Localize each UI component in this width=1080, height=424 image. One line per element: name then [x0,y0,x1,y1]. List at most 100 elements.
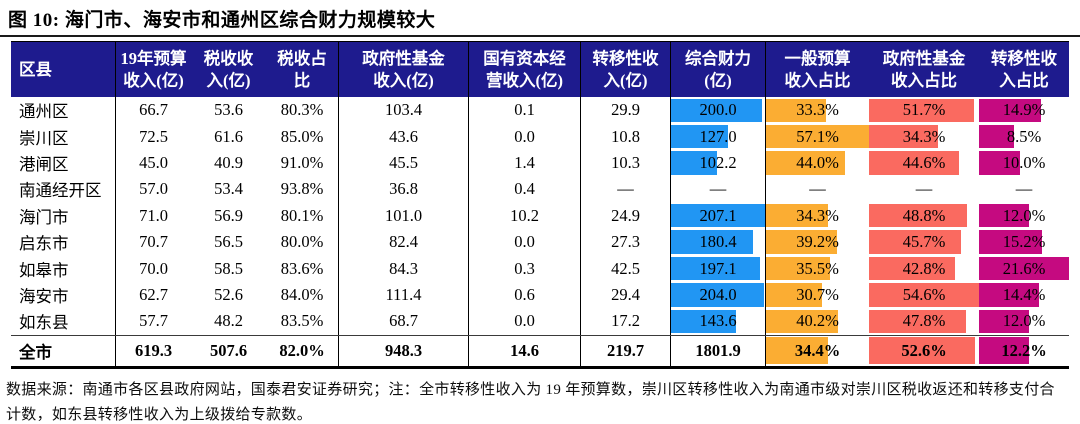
cell-text: 0.3 [514,258,535,278]
cell-text: 24.9 [611,205,640,225]
table-cell: 0.0 [469,123,581,150]
table-cell: 通州区 [11,97,116,124]
table-cell: 8.5% [979,123,1069,149]
cell-text: 57.0 [139,179,168,199]
cell-text: 48.2 [214,311,243,331]
table-cell: 53.6 [191,97,266,123]
table-cell: 0.1 [469,97,581,124]
data-bar [766,98,826,122]
table-cell: 58.5 [191,255,266,281]
table-cell: 21.6% [979,255,1069,281]
cell-text: 219.7 [606,340,645,360]
cell-text: — [709,179,727,199]
table-cell: 619.3 [116,336,191,366]
data-bar [979,151,1021,175]
cell-text: 80.0% [280,232,324,252]
cell-text: 启东市 [19,234,69,254]
table-cell: 197.1 [671,255,766,282]
cell-text: 19年预算 收入(亿) [120,48,187,90]
cell-text: 45.5 [389,152,418,172]
data-bar [671,98,763,122]
cell-text: 61.6 [214,126,243,146]
cell-text: 如东县 [19,313,69,333]
table-cell: 海安市 [11,281,116,309]
table-cell: 12.0% [979,308,1069,334]
cell-text: 53.4 [214,179,243,199]
cell-text: 21.6% [1002,258,1046,278]
table-cell: 57.0 [116,176,191,202]
cell-text: 10.2 [510,205,539,225]
cell-text: 44.6% [902,152,946,172]
table-cell: 83.6% [266,255,339,282]
table-cell: 68.7 [339,308,469,335]
cell-text: — [809,179,826,199]
table-cell: 区县 [11,42,116,97]
table-cell: 44.6% [869,150,979,176]
table-cell: 政府性基金 收入占比 [869,42,979,97]
cell-text: 转移性收 入(亿) [592,48,659,90]
table-cell: 15.2% [979,229,1069,255]
cell-text: 33.3% [796,100,839,120]
cell-text: 101.0 [384,205,423,225]
cell-text: 70.0 [139,258,168,278]
cell-text: 83.6% [280,258,324,278]
data-bar [979,337,1030,365]
table-cell: 39.2% [766,229,869,255]
table-cell: 33.3% [766,97,869,123]
data-bar [869,204,967,228]
table-cell: 54.6% [869,282,979,308]
cell-text: — [915,179,933,199]
cell-text: 56.5 [214,232,243,252]
table-cell: 103.4 [339,97,469,124]
table-cell: 10.0% [979,150,1069,176]
cell-text: 103.4 [384,100,423,120]
data-bar [671,230,753,254]
cell-text: 127.0 [699,126,737,146]
data-bar [671,309,736,334]
cell-text: 42.8% [902,258,946,278]
fiscal-table: 区县 19年预算 收入(亿) 税收收 入(亿) 税收占 比政府性基金 收入(亿) 国有资… [11,41,1069,369]
table-cell: 43.6 [339,123,469,150]
cell-text: 52.6% [901,340,947,360]
table-cell: 127.0 [671,123,766,150]
table-cell: 45.0 [116,150,191,176]
data-bar [671,283,765,307]
table-cell: 72.5 [116,123,191,149]
cell-text: 72.5 [139,126,168,146]
cell-text: 27.3 [611,232,640,252]
table-cell: 507.6 [191,336,266,366]
cell-text: 84.3 [389,258,418,278]
table-cell: 1801.9 [671,335,766,366]
table-cell: 80.0% [266,228,339,256]
data-bar [766,283,822,307]
cell-text: 10.0% [1002,152,1046,172]
table-cell: 44.0% [766,150,869,176]
title-divider [0,35,1080,37]
cell-text: 30.7% [796,284,839,304]
cell-text: 0.6 [514,284,535,304]
table-cell: 34.4% [766,336,869,366]
table-cell: 82.0% [266,335,339,366]
table-cell: 52.6% [869,336,979,366]
figure-title: 图 10: 海门市、海安市和通州区综合财力规模较大 [8,10,436,31]
table-cell: 12.2% [979,336,1069,366]
table-cell: 税收收 入(亿) [191,42,266,97]
table-cell: — [671,176,766,203]
table-cell: 143.6 [671,308,766,335]
cell-text: 通州区 [19,102,69,122]
table-cell: 10.3 [581,149,671,177]
cell-text: 南通经开区 [19,181,102,201]
cell-text: 93.8% [280,179,324,199]
table-cell: 40.9 [191,150,266,176]
cell-text: 948.3 [384,340,423,360]
cell-text: 15.2% [1002,232,1046,252]
table-cell: 29.9 [581,97,671,124]
table-row: 如皋市 70.0 58.5 83.6% 84.3 0.3 42.5 197.1 35.5% 42.… [11,255,1069,282]
data-bar [979,256,1069,281]
table-row: 如东县 57.7 48.2 83.5% 68.7 0.0 17.2 143.6 40.2% 47.… [11,308,1069,335]
table-cell: 83.5% [266,308,339,335]
cell-text: 港闸区 [19,154,69,174]
table-cell: 84.0% [266,281,339,309]
data-bar [766,337,828,365]
cell-text: 53.6 [214,100,243,120]
